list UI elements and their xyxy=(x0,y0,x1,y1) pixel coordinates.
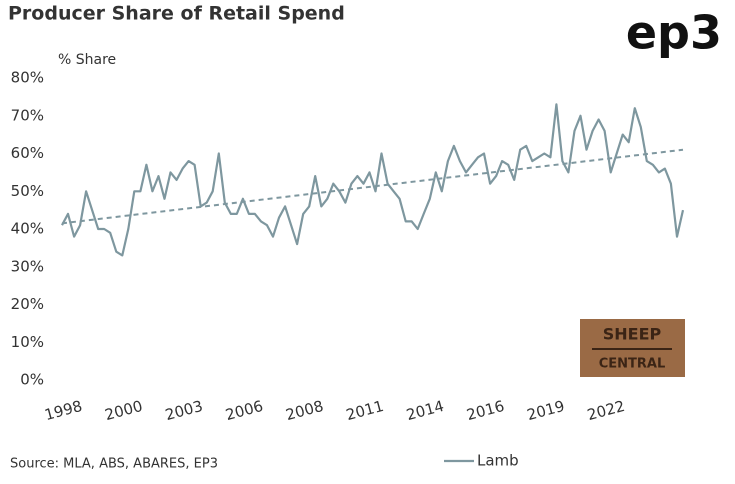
badge-text: CENTRAL xyxy=(599,357,666,372)
y-tick-label: 70% xyxy=(11,106,44,124)
x-tick-label: 2006 xyxy=(224,397,266,424)
brand-logo: ep3 xyxy=(626,6,722,60)
x-tick-label: 2022 xyxy=(585,397,627,424)
legend-label: Lamb xyxy=(477,452,519,470)
y-tick-label: 60% xyxy=(11,144,44,162)
x-tick-label: 1998 xyxy=(43,397,85,424)
badge-text: SHEEP xyxy=(603,325,662,344)
y-tick-label: 40% xyxy=(11,220,44,238)
y-tick-label: 10% xyxy=(11,333,44,351)
chart-title: Producer Share of Retail Spend xyxy=(8,3,345,25)
x-tick-label: 2016 xyxy=(465,397,507,424)
badge: SHEEP CENTRAL xyxy=(580,319,685,377)
x-tick-label: 2000 xyxy=(103,397,145,424)
x-tick-label: 2008 xyxy=(284,397,326,424)
y-tick-label: 20% xyxy=(11,295,44,313)
y-tick-label: 30% xyxy=(11,257,44,275)
y-tick-label: 0% xyxy=(20,371,44,389)
y-axis-label: % Share xyxy=(58,52,116,68)
x-tick-label: 2019 xyxy=(525,397,567,424)
data-line xyxy=(61,103,685,257)
x-tick-label: 2011 xyxy=(344,397,386,424)
source-note: Source: MLA, ABS, ABARES, EP3 xyxy=(10,457,218,472)
y-tick-label: 80% xyxy=(11,69,44,87)
x-tick-label: 2003 xyxy=(163,397,205,424)
x-tick-label: 2014 xyxy=(404,397,446,424)
y-tick-label: 50% xyxy=(11,182,44,200)
